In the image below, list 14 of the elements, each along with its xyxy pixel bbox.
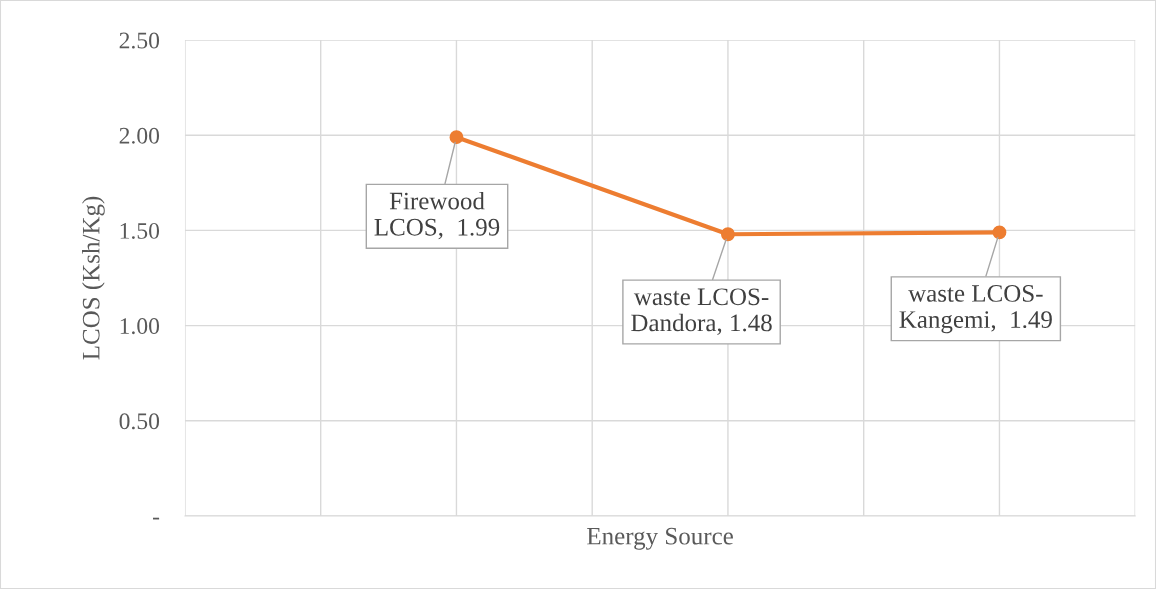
y-tick-label: 2.00	[119, 127, 160, 144]
data-label: waste LCOS- Kangemi, 1.49	[899, 285, 1052, 334]
point	[721, 227, 735, 242]
point	[992, 225, 1007, 240]
y-axis-title: LCOS (Ksh/Kg)	[82, 196, 105, 360]
y-tick-label: 0.50	[119, 413, 160, 430]
point	[449, 130, 464, 145]
y-tick-label: 2.50	[119, 32, 160, 49]
y-tick-label: 1.50	[120, 222, 160, 239]
y-tick-label: 1.00	[120, 318, 160, 335]
data-label: waste LCOS- Dandora, 1.48	[631, 288, 772, 335]
x-axis-title: Energy Source	[587, 527, 733, 550]
y-tick-label: -	[152, 517, 160, 520]
data-label: Firewood LCOS, 1.99	[374, 191, 500, 240]
